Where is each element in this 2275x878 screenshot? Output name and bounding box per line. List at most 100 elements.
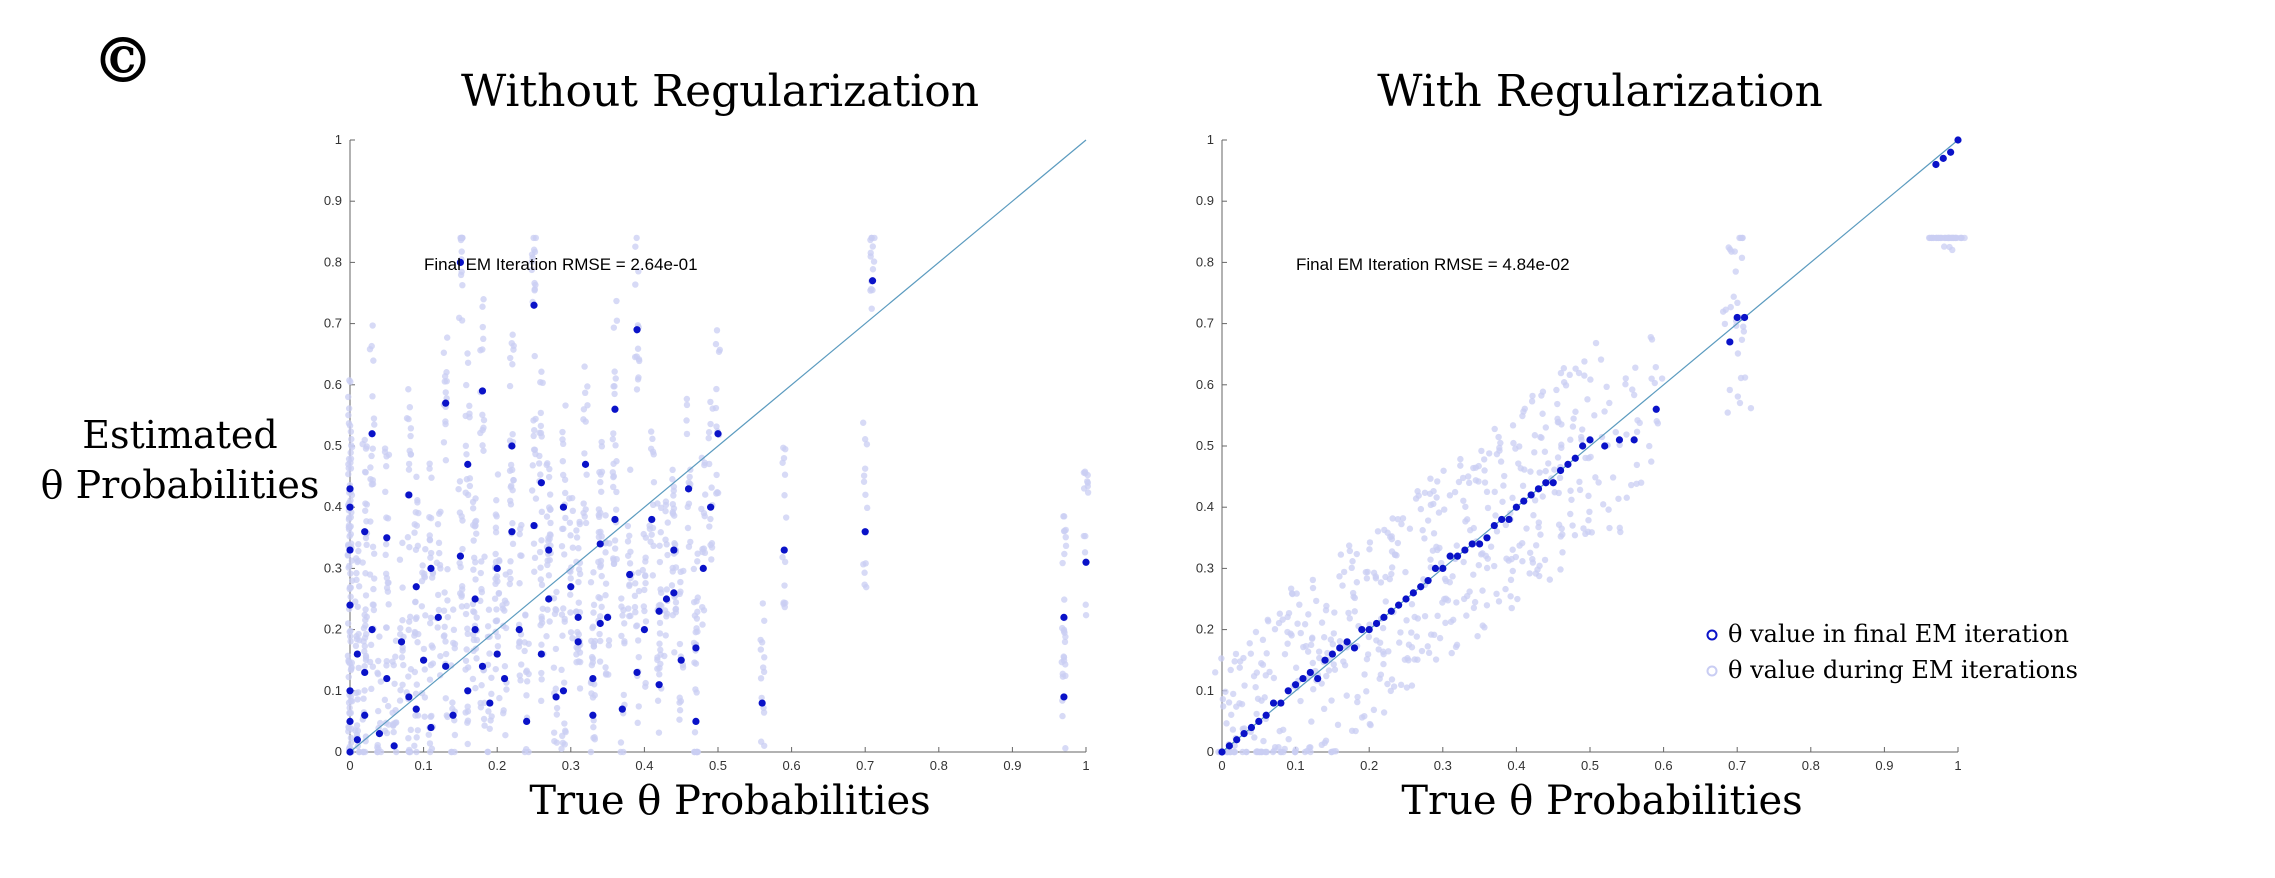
- left-iteration-point: [412, 598, 419, 606]
- left-iteration-point: [405, 618, 413, 625]
- left-iteration-point: [588, 653, 596, 661]
- left-iteration-point: [538, 508, 546, 516]
- left-iteration-point: [605, 637, 613, 644]
- right-iteration-point: [1529, 555, 1536, 563]
- left-iteration-point: [671, 540, 678, 547]
- left-iteration-point: [345, 673, 352, 681]
- right-iteration-point: [1622, 381, 1629, 388]
- left-iteration-point: [860, 419, 867, 426]
- left-iteration-point: [368, 452, 375, 460]
- right-iteration-point: [1421, 489, 1429, 496]
- left-iteration-point: [657, 529, 664, 536]
- left-iteration-point: [1059, 624, 1066, 632]
- right-iteration-point: [1465, 473, 1472, 480]
- left-final-point: [346, 546, 354, 554]
- right-iteration-point: [1430, 487, 1437, 495]
- left-iteration-point: [347, 593, 354, 600]
- right-iteration-point: [1388, 548, 1396, 555]
- left-iteration-point: [641, 607, 648, 615]
- left-iteration-point: [503, 686, 510, 693]
- left-iteration-point: [492, 524, 500, 531]
- right-iteration-point: [1380, 660, 1387, 668]
- left-final-point: [515, 626, 523, 634]
- right-iteration-point: [1441, 575, 1449, 583]
- left-y-tick-label: 0.8: [324, 254, 342, 269]
- left-iteration-point: [561, 476, 569, 483]
- right-iteration-point: [1516, 443, 1523, 450]
- left-iteration-point: [442, 457, 450, 464]
- left-iteration-point: [706, 523, 713, 530]
- left-iteration-point: [561, 720, 568, 727]
- right-y-tick-label: 0.5: [1196, 438, 1214, 453]
- right-iteration-point: [1484, 504, 1492, 512]
- right-iteration-point: [1500, 482, 1507, 489]
- right-iteration-point: [1648, 458, 1655, 465]
- left-iteration-point: [407, 451, 415, 458]
- right-iteration-point: [1487, 543, 1495, 550]
- left-final-point: [640, 626, 649, 634]
- right-iteration-point: [1408, 682, 1416, 689]
- right-iteration-point: [1728, 248, 1735, 255]
- right-iteration-point: [1724, 409, 1731, 416]
- left-final-point: [655, 681, 663, 689]
- left-iteration-point: [619, 612, 626, 619]
- left-iteration-point: [613, 317, 621, 324]
- left-final-point: [596, 540, 604, 548]
- right-iteration-point: [1633, 480, 1640, 487]
- left-iteration-point: [537, 621, 544, 629]
- right-final-point: [1395, 601, 1403, 609]
- left-iteration-point: [470, 566, 477, 573]
- legend-marker: [1706, 629, 1718, 641]
- right-final-point: [1498, 515, 1506, 524]
- right-iteration-point: [1252, 683, 1259, 691]
- left-iteration-point: [627, 548, 634, 555]
- left-iteration-point: [347, 584, 355, 591]
- right-iteration-point: [1399, 515, 1407, 522]
- right-iteration-point: [1582, 530, 1589, 538]
- left-iteration-point: [626, 612, 633, 620]
- left-iteration-point: [559, 732, 566, 740]
- legend-marker: [1706, 665, 1718, 677]
- left-final-point: [537, 650, 545, 658]
- right-iteration-point: [1366, 539, 1374, 546]
- right-iteration-point: [1952, 234, 1960, 242]
- left-iteration-point: [426, 465, 433, 472]
- left-iteration-point: [486, 725, 493, 732]
- left-iteration-point: [610, 483, 617, 491]
- left-iteration-point: [361, 662, 368, 670]
- left-x-tick-label: 0.4: [635, 758, 653, 773]
- left-iteration-point: [663, 586, 670, 593]
- left-iteration-point: [361, 634, 369, 641]
- left-iteration-point: [435, 606, 443, 614]
- left-iteration-point: [345, 470, 352, 478]
- left-iteration-point: [376, 633, 383, 640]
- right-iteration-point: [1330, 661, 1337, 668]
- right-final-point: [1277, 699, 1285, 707]
- left-iteration-point: [521, 639, 528, 646]
- left-iteration-point: [618, 595, 625, 602]
- left-iteration-point: [694, 628, 701, 635]
- left-iteration-point: [567, 591, 574, 598]
- right-iteration-point: [1560, 379, 1568, 386]
- right-final-point: [1476, 540, 1484, 548]
- left-iteration-point: [370, 585, 377, 593]
- left-final-point: [478, 387, 487, 395]
- right-iteration-point: [1318, 741, 1325, 749]
- left-final-point: [412, 705, 420, 713]
- right-iteration-point: [1527, 468, 1534, 475]
- left-iteration-point: [679, 664, 687, 671]
- right-iteration-point: [1576, 486, 1584, 494]
- left-iteration-point: [613, 458, 620, 465]
- right-final-point: [1343, 638, 1351, 646]
- left-iteration-point: [647, 428, 655, 435]
- left-iteration-point: [626, 532, 633, 539]
- right-iteration-point: [1925, 234, 1933, 242]
- left-iteration-point: [464, 740, 471, 748]
- shared-y-axis-label: Estimated θ Probabilities: [30, 410, 330, 510]
- left-iteration-point: [761, 654, 768, 661]
- right-iteration-point: [1531, 432, 1539, 439]
- left-iteration-point: [480, 416, 488, 424]
- left-iteration-point: [427, 514, 435, 522]
- left-iteration-point: [757, 675, 765, 682]
- right-iteration-point: [1331, 609, 1338, 616]
